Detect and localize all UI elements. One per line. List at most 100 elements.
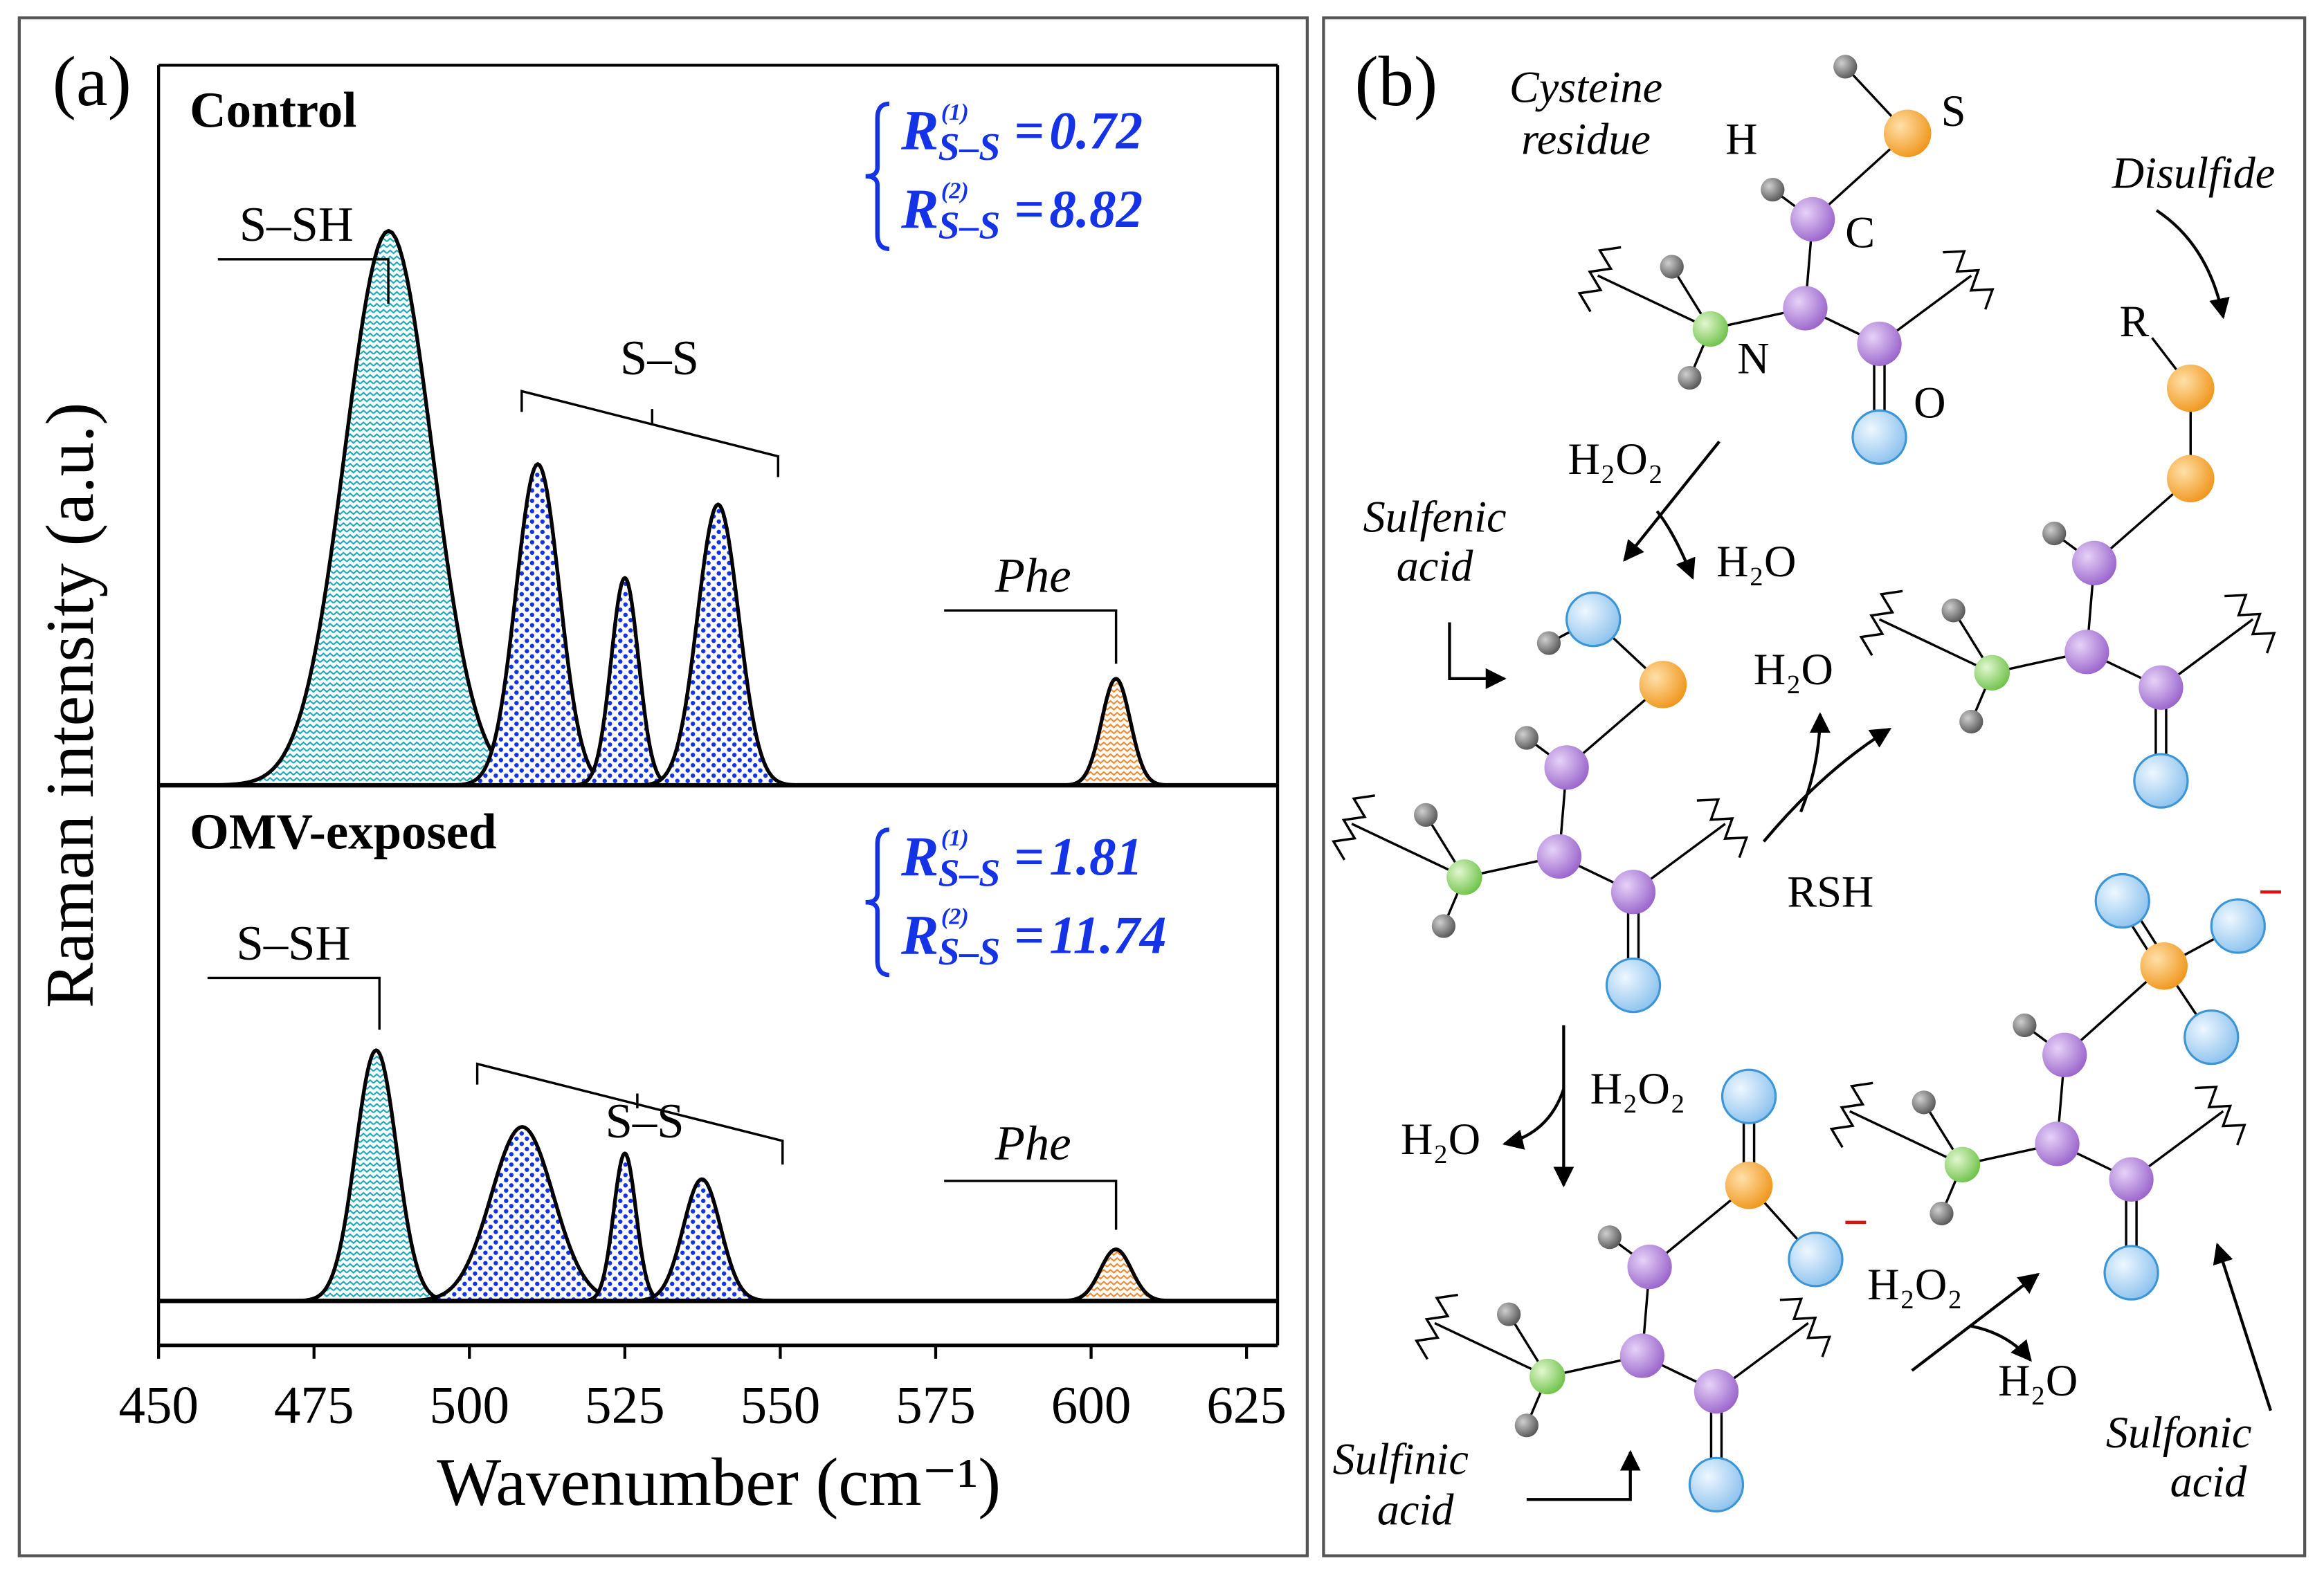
label-leader bbox=[944, 1180, 1118, 1230]
ratio-sign: = bbox=[1014, 906, 1044, 965]
diagram-label: H₂O₂ bbox=[1867, 1260, 1963, 1309]
atom-gray bbox=[2013, 1013, 2037, 1038]
zigzag-chain bbox=[1943, 250, 1995, 310]
ratio-subscript: S–S bbox=[938, 852, 1001, 895]
ratio-superscript: (1) bbox=[941, 99, 969, 125]
atom-purple bbox=[2035, 1122, 2080, 1166]
label-leader bbox=[475, 1062, 784, 1165]
x-tick-label: 500 bbox=[429, 1375, 509, 1434]
ratio-superscript: (2) bbox=[941, 177, 969, 203]
ratio-sign: = bbox=[1014, 101, 1044, 161]
atom-gray bbox=[1912, 1090, 1936, 1115]
diagram-label: Sulfenic bbox=[1363, 493, 1507, 542]
reaction-arrow bbox=[1799, 712, 1831, 813]
ratio-brace bbox=[865, 101, 890, 251]
atom-purple bbox=[1619, 1333, 1664, 1378]
atom-blue bbox=[1688, 1456, 1745, 1513]
atom-purple bbox=[2071, 540, 2117, 585]
panel-label: (b) bbox=[1354, 42, 1437, 121]
reaction-arrow bbox=[1502, 1088, 1565, 1150]
panel-a-frame bbox=[17, 16, 1309, 1557]
y-axis-label: Raman intensity (a.u.) bbox=[33, 403, 108, 1008]
atom-orange bbox=[2166, 364, 2215, 412]
diagram-label: Cysteine bbox=[1509, 63, 1662, 112]
zigzag-chain bbox=[1577, 246, 1622, 313]
ratio-symbol: R bbox=[900, 177, 938, 240]
x-tick-label: 550 bbox=[741, 1375, 821, 1434]
atom-gray bbox=[1833, 55, 1858, 79]
diagram-label: H₂O bbox=[1716, 537, 1796, 586]
ratio-sign: = bbox=[1014, 827, 1044, 886]
diagram-label: Sulfinic bbox=[1333, 1435, 1469, 1484]
label-leader bbox=[520, 390, 780, 477]
ratio-superscript: (2) bbox=[941, 904, 969, 930]
panel-b-frame bbox=[1322, 16, 2307, 1557]
atom-purple bbox=[2064, 630, 2109, 675]
atom-green bbox=[1446, 859, 1482, 895]
ratio-value: 11.74 bbox=[1049, 906, 1166, 965]
x-axis-label: Wavenumber (cm⁻¹) bbox=[437, 1445, 1001, 1520]
atom-purple bbox=[2109, 1157, 2154, 1202]
zigzag-chain bbox=[2195, 1086, 2246, 1146]
zigzag-chain bbox=[2224, 594, 2276, 654]
peak bbox=[578, 1151, 672, 1303]
zigzag-chain bbox=[1331, 794, 1375, 861]
atom-purple bbox=[1783, 286, 1828, 331]
diagram-label: H bbox=[1725, 114, 1757, 163]
atom-green bbox=[1974, 655, 2010, 690]
atom-gray bbox=[1431, 914, 1456, 938]
ratio-subscript: S–S bbox=[938, 126, 1001, 169]
reaction-arrow bbox=[2155, 209, 2230, 320]
x-tick-label: 475 bbox=[274, 1375, 354, 1434]
bond bbox=[1878, 618, 1993, 674]
panel-title: OMV-exposed bbox=[190, 804, 496, 860]
diagram-label: − bbox=[1843, 1198, 1869, 1247]
reaction-arrow bbox=[1970, 1324, 2032, 1362]
diagram-label: H₂O bbox=[1401, 1115, 1480, 1164]
atom-gray bbox=[1514, 1413, 1538, 1438]
x-tick-label: 525 bbox=[585, 1375, 665, 1434]
peak bbox=[634, 502, 802, 787]
ratio-value: 8.82 bbox=[1049, 179, 1143, 239]
peak bbox=[1051, 1247, 1180, 1303]
zigzag-chain bbox=[1829, 1081, 1873, 1149]
diagram-label: Disulfide bbox=[2112, 149, 2276, 198]
peak-group-label: S–S bbox=[620, 331, 699, 385]
diagram-label: acid bbox=[2170, 1457, 2247, 1506]
atom-gray bbox=[1514, 726, 1538, 750]
atom-purple bbox=[1694, 1369, 1739, 1414]
diagram-label: acid bbox=[1377, 1485, 1454, 1534]
atom-gray bbox=[1414, 803, 1438, 827]
zigzag-chain bbox=[1414, 1293, 1458, 1360]
atoms bbox=[1414, 55, 2266, 1513]
label-leader bbox=[944, 609, 1118, 664]
zigzag-chain bbox=[1696, 798, 1749, 859]
atom-gray bbox=[1761, 177, 1785, 202]
diagram-label: S bbox=[1941, 86, 1966, 136]
peak-group-label: S–SH bbox=[239, 198, 354, 252]
atom-gray bbox=[1941, 598, 1966, 623]
x-tick-label: 600 bbox=[1051, 1375, 1132, 1434]
bond bbox=[1597, 274, 1712, 330]
ratio-symbol: R bbox=[900, 904, 938, 967]
bond bbox=[1434, 1321, 1548, 1378]
ratio-superscript: (1) bbox=[941, 825, 969, 851]
atom-gray bbox=[1660, 255, 1684, 279]
ratio-sign: = bbox=[1014, 179, 1044, 239]
atom-orange bbox=[1883, 109, 1932, 158]
ratio-value: 0.72 bbox=[1049, 101, 1143, 161]
x-tick-label: 575 bbox=[896, 1375, 976, 1434]
reaction-arrow bbox=[1448, 622, 1507, 689]
peak-group-label: Phe bbox=[995, 549, 1071, 603]
ratio-symbol: R bbox=[900, 99, 938, 162]
peak-group-label: S–SH bbox=[237, 917, 351, 971]
atom-blue bbox=[2094, 872, 2150, 929]
atom-green bbox=[1529, 1358, 1565, 1395]
x-tick-label: 625 bbox=[1206, 1375, 1287, 1434]
atom-blue bbox=[2103, 1245, 2159, 1301]
label-leader bbox=[217, 258, 390, 304]
atom-gray bbox=[1678, 365, 1702, 390]
atom-purple bbox=[1790, 196, 1835, 242]
atom-purple bbox=[1610, 870, 1656, 915]
